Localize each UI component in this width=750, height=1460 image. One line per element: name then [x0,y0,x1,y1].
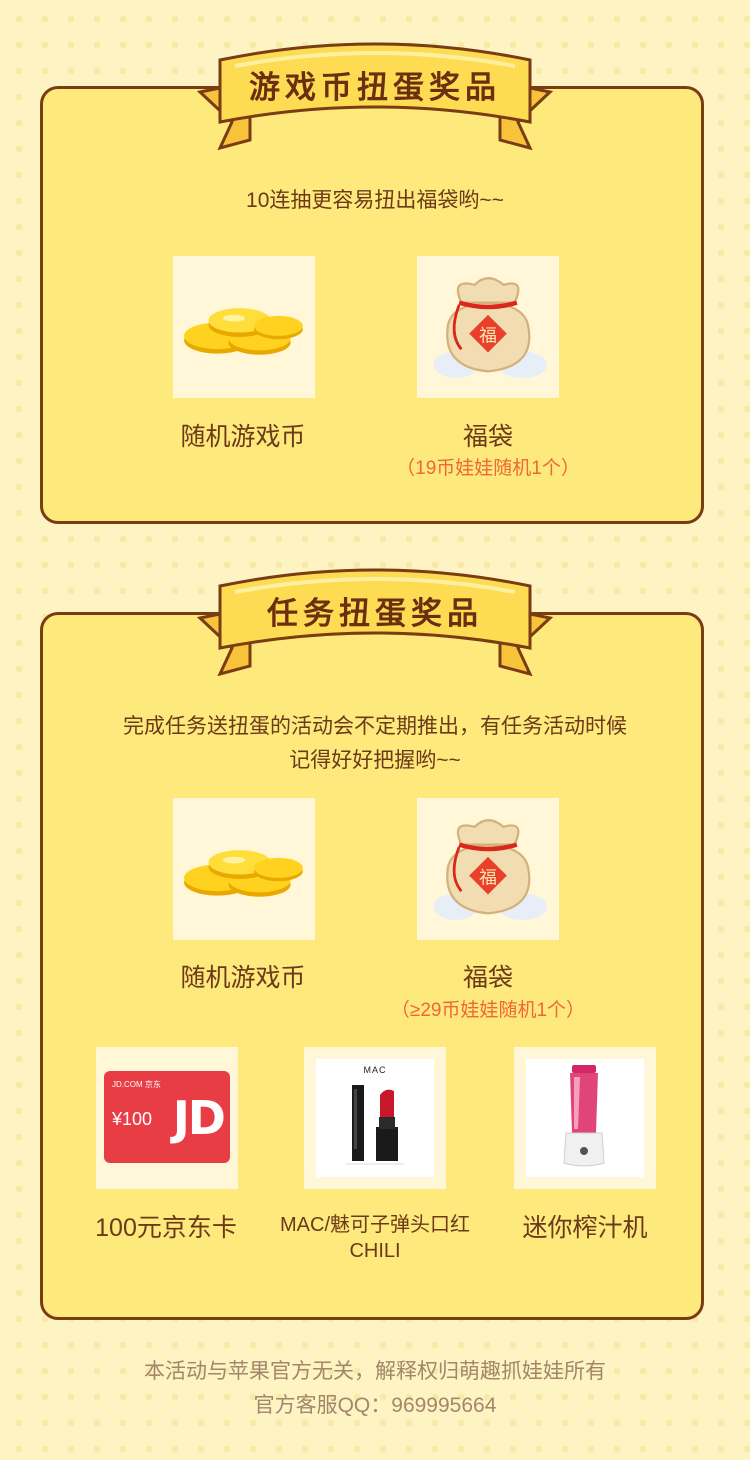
juicer-icon [563,1065,605,1167]
prize-label-jd-card: 100元京东卡 [95,1214,237,1242]
prize-sub-lucky-bag: （19币娃娃随机1个） [396,458,580,479]
prize-label-lucky-bag: 福袋 [462,423,513,451]
prize-tile-lucky-bag [417,798,559,940]
footer-disclaimer: 本活动与苹果官方无关，解释权归萌趣抓娃娃所有 [144,1360,606,1383]
section2-title: 任务扭蛋奖品 [267,596,483,632]
prize-tile-lipstick: MAC [304,1047,446,1189]
prize-tile-coins [173,256,315,398]
prize-label-lucky-bag: 福袋 [462,964,513,992]
jd-card-value: ¥100 [112,1109,153,1129]
lipstick-icon [346,1085,404,1165]
prize-tile-jd-card: JD.COM 京东 ¥100 JD [96,1047,238,1189]
prize-label-lipstick-shade: CHILI [349,1240,401,1262]
section2-note-line1: 完成任务送扭蛋的活动会不定期推出，有任务活动时候 [123,715,627,738]
jd-card-brand: JD.COM 京东 [112,1080,161,1089]
prize-tile-juicer [514,1047,656,1189]
section2-note-line2: 记得好好把握哟~~ [289,749,461,772]
jd-card-logo: JD [172,1091,226,1145]
section1-ribbon-banner: 游戏币扭蛋奖品 [180,30,570,150]
section1-note: 10连抽更容易扭出福袋哟~~ [246,189,504,212]
footer-customer-service: 官方客服QQ：969995664 [253,1394,497,1417]
prize-label-lipstick: MAC/魅可子弹头口红 [280,1214,470,1236]
game-coin-prize-panel [40,86,704,524]
prize-label-coins: 随机游戏币 [180,964,306,992]
prize-label-coins: 随机游戏币 [180,423,306,451]
prize-sub-lucky-bag: （≥29币娃娃随机1个） [390,1000,586,1021]
section1-title: 游戏币扭蛋奖品 [249,70,501,106]
juicer-image-bg [526,1059,644,1177]
prize-label-juicer: 迷你榨汁机 [522,1214,648,1242]
section2-ribbon-banner: 任务扭蛋奖品 [180,556,570,676]
jd-card-icon: JD.COM 京东 ¥100 JD [104,1071,230,1163]
lucky-bag-icon [417,256,559,398]
mac-logo: MAC [363,1065,387,1075]
coins-icon [184,850,303,897]
task-prize-panel [40,612,704,1320]
lucky-bag-icon [417,798,559,940]
prize-tile-lucky-bag [417,256,559,398]
coins-icon [184,308,303,355]
prize-tile-coins [173,798,315,940]
lipstick-image-bg: MAC [316,1059,434,1177]
